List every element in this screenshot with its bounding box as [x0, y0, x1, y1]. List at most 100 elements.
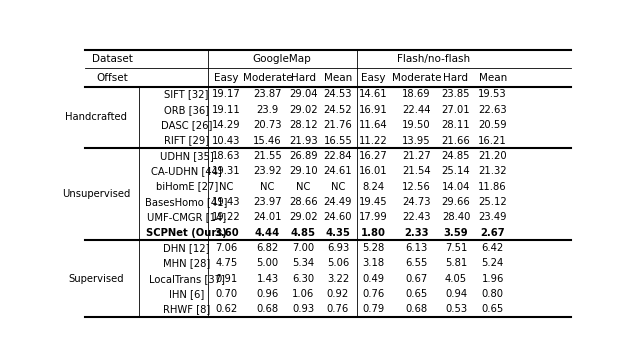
- Text: 23.92: 23.92: [253, 166, 282, 176]
- Text: 12.56: 12.56: [402, 182, 431, 191]
- Text: 21.54: 21.54: [402, 166, 431, 176]
- Text: RIFT [29]: RIFT [29]: [164, 135, 209, 146]
- Text: Mean: Mean: [479, 72, 507, 83]
- Text: 18.63: 18.63: [212, 151, 241, 161]
- Text: 24.73: 24.73: [402, 197, 431, 207]
- Text: SIFT [32]: SIFT [32]: [164, 89, 209, 99]
- Text: 0.76: 0.76: [327, 304, 349, 315]
- Text: 19.11: 19.11: [212, 105, 241, 115]
- Text: Easy: Easy: [214, 72, 239, 83]
- Text: 0.62: 0.62: [215, 304, 237, 315]
- Text: 7.51: 7.51: [445, 243, 467, 253]
- Text: Moderate: Moderate: [392, 72, 441, 83]
- Text: CA-UDHN [44]: CA-UDHN [44]: [151, 166, 222, 176]
- Text: 22.63: 22.63: [478, 105, 507, 115]
- Text: 19.17: 19.17: [212, 89, 241, 99]
- Text: 27.01: 27.01: [442, 105, 470, 115]
- Text: 6.93: 6.93: [327, 243, 349, 253]
- Text: UMF-CMGR [14]: UMF-CMGR [14]: [147, 212, 226, 222]
- Text: 4.44: 4.44: [255, 228, 280, 238]
- Text: 28.40: 28.40: [442, 212, 470, 222]
- Text: 29.66: 29.66: [442, 197, 470, 207]
- Text: Dataset: Dataset: [92, 54, 132, 64]
- Text: 21.27: 21.27: [402, 151, 431, 161]
- Text: 6.30: 6.30: [292, 274, 314, 284]
- Text: SCPNet (Ours): SCPNet (Ours): [147, 228, 227, 238]
- Text: 5.24: 5.24: [481, 258, 504, 268]
- Text: 0.67: 0.67: [405, 274, 428, 284]
- Text: 4.85: 4.85: [291, 228, 316, 238]
- Text: 23.49: 23.49: [479, 212, 507, 222]
- Text: 29.10: 29.10: [289, 166, 317, 176]
- Text: 4.05: 4.05: [445, 274, 467, 284]
- Text: 21.66: 21.66: [442, 135, 470, 146]
- Text: 0.93: 0.93: [292, 304, 314, 315]
- Text: 19.31: 19.31: [212, 166, 241, 176]
- Text: 24.60: 24.60: [324, 212, 352, 222]
- Text: DHN [12]: DHN [12]: [163, 243, 210, 253]
- Text: 21.55: 21.55: [253, 151, 282, 161]
- Text: Easy: Easy: [362, 72, 386, 83]
- Text: RHWF [8]: RHWF [8]: [163, 304, 211, 315]
- Text: Moderate: Moderate: [243, 72, 292, 83]
- Text: Unsupervised: Unsupervised: [62, 189, 131, 199]
- Text: Offset: Offset: [97, 72, 128, 83]
- Text: 14.04: 14.04: [442, 182, 470, 191]
- Text: 10.43: 10.43: [212, 135, 241, 146]
- Text: 21.20: 21.20: [478, 151, 507, 161]
- Text: 29.02: 29.02: [289, 105, 317, 115]
- Text: 25.14: 25.14: [442, 166, 470, 176]
- Text: 1.06: 1.06: [292, 289, 314, 299]
- Text: Hard: Hard: [444, 72, 468, 83]
- Text: IHN [6]: IHN [6]: [169, 289, 204, 299]
- Text: 28.66: 28.66: [289, 197, 317, 207]
- Text: 0.92: 0.92: [327, 289, 349, 299]
- Text: 20.73: 20.73: [253, 120, 282, 130]
- Text: 6.55: 6.55: [405, 258, 428, 268]
- Text: 14.61: 14.61: [359, 89, 388, 99]
- Text: UDHN [35]: UDHN [35]: [160, 151, 214, 161]
- Text: 8.24: 8.24: [363, 182, 385, 191]
- Text: Flash/no-flash: Flash/no-flash: [397, 54, 470, 64]
- Text: 16.01: 16.01: [359, 166, 388, 176]
- Text: 19.50: 19.50: [402, 120, 431, 130]
- Text: 0.53: 0.53: [445, 304, 467, 315]
- Text: 6.82: 6.82: [257, 243, 278, 253]
- Text: 5.81: 5.81: [445, 258, 467, 268]
- Text: 3.60: 3.60: [214, 228, 239, 238]
- Text: 26.89: 26.89: [289, 151, 317, 161]
- Text: 19.22: 19.22: [212, 212, 241, 222]
- Text: 2.33: 2.33: [404, 228, 429, 238]
- Text: 21.32: 21.32: [478, 166, 507, 176]
- Text: 28.12: 28.12: [289, 120, 317, 130]
- Text: 0.91: 0.91: [215, 274, 237, 284]
- Text: Hard: Hard: [291, 72, 316, 83]
- Text: 24.01: 24.01: [253, 212, 282, 222]
- Text: 22.44: 22.44: [402, 105, 431, 115]
- Text: 2.67: 2.67: [481, 228, 505, 238]
- Text: 0.79: 0.79: [362, 304, 385, 315]
- Text: 6.42: 6.42: [481, 243, 504, 253]
- Text: Supervised: Supervised: [68, 274, 124, 284]
- Text: 5.06: 5.06: [327, 258, 349, 268]
- Text: 4.35: 4.35: [326, 228, 350, 238]
- Text: ORB [36]: ORB [36]: [164, 105, 209, 115]
- Text: 6.13: 6.13: [405, 243, 428, 253]
- Text: 5.34: 5.34: [292, 258, 314, 268]
- Text: DASC [26]: DASC [26]: [161, 120, 212, 130]
- Text: LocalTrans [37]: LocalTrans [37]: [148, 274, 225, 284]
- Text: 0.80: 0.80: [482, 289, 504, 299]
- Text: NC: NC: [331, 182, 345, 191]
- Text: 0.94: 0.94: [445, 289, 467, 299]
- Text: 19.43: 19.43: [212, 197, 241, 207]
- Text: 23.85: 23.85: [442, 89, 470, 99]
- Text: 29.02: 29.02: [289, 212, 317, 222]
- Text: 0.70: 0.70: [215, 289, 237, 299]
- Text: 1.43: 1.43: [257, 274, 278, 284]
- Text: 21.93: 21.93: [289, 135, 317, 146]
- Text: NC: NC: [296, 182, 310, 191]
- Text: 20.59: 20.59: [478, 120, 507, 130]
- Text: 16.27: 16.27: [359, 151, 388, 161]
- Text: 29.04: 29.04: [289, 89, 317, 99]
- Text: 23.87: 23.87: [253, 89, 282, 99]
